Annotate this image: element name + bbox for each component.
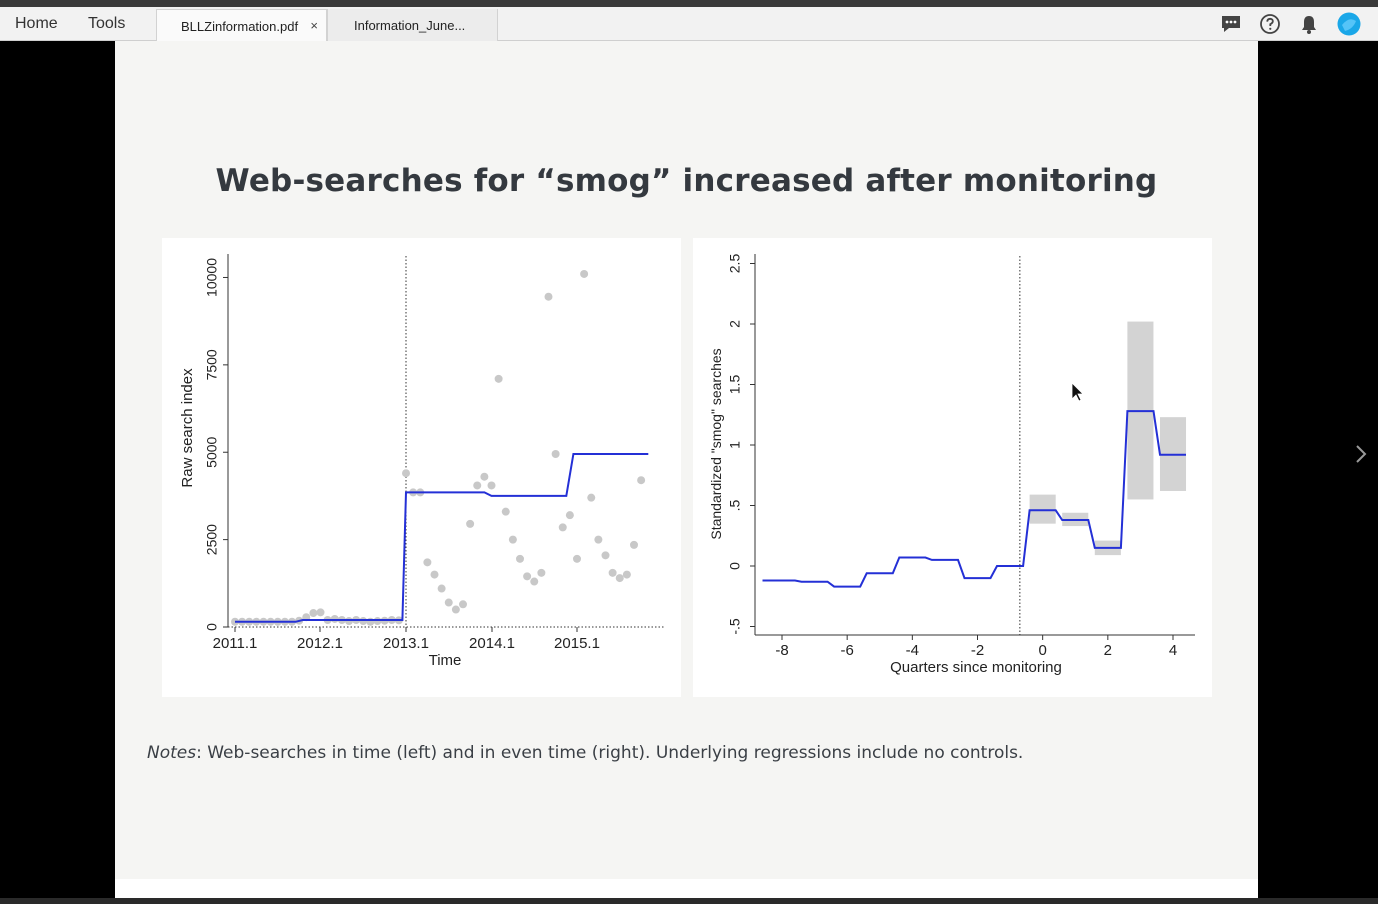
y-tick-label: 2500 <box>204 524 220 555</box>
scatter-point <box>366 617 375 626</box>
scatter-point <box>601 551 610 560</box>
account-avatar-icon[interactable] <box>1337 12 1361 36</box>
scatter-point <box>594 535 603 544</box>
window-bottom-strip <box>0 898 1378 904</box>
scatter-point <box>480 472 489 481</box>
mouse-cursor-icon <box>1071 382 1084 402</box>
scatter-point <box>444 598 453 607</box>
scatter-point <box>587 493 596 502</box>
scatter-point <box>466 519 475 528</box>
scatter-point <box>530 577 539 586</box>
y-tick-label: 10000 <box>204 258 220 297</box>
scatter-point <box>637 476 646 485</box>
y-tick-label: 1.5 <box>727 375 743 395</box>
x-tick-label: -4 <box>906 642 919 659</box>
scatter-point <box>608 568 617 577</box>
scatter-point <box>622 570 631 579</box>
chart-right: -.5 0 .5 1 1.5 2 2.5 -8 -6 -4 -2 0 2 4 Quarters since … <box>708 254 1195 676</box>
y-tick-label: 5000 <box>204 436 220 467</box>
x-tick-label: -2 <box>971 642 984 659</box>
scatter-point <box>459 600 467 609</box>
y-axis-label: Standardized "smog" searches <box>708 348 724 539</box>
y-tick-label: -.5 <box>727 618 743 635</box>
tab-label: Information_June... <box>354 18 466 33</box>
scatter-point <box>487 481 496 490</box>
scatter-point <box>565 511 574 520</box>
x-tick-label: 2012.1 <box>297 635 343 652</box>
nav-home[interactable]: Home <box>15 15 58 32</box>
scatter-point <box>558 523 567 532</box>
scatter-point <box>423 558 432 567</box>
scatter-point <box>345 617 353 626</box>
nav-tools[interactable]: Tools <box>88 15 126 32</box>
x-tick-label: -6 <box>840 642 853 659</box>
y-tick-label: .5 <box>727 499 743 511</box>
comment-icon[interactable] <box>1220 13 1242 35</box>
scatter-point <box>373 617 382 626</box>
y-tick-label: 0 <box>204 623 220 631</box>
scatter-point <box>402 469 410 478</box>
x-axis-label: Quarters since monitoring <box>890 659 1062 676</box>
y-tick-label: 2.5 <box>727 254 743 274</box>
notes-text: : Web-searches in time (left) and in eve… <box>196 743 1024 763</box>
scatter-point <box>494 374 503 383</box>
slide-notes: Notes: Web-searches in time (left) and i… <box>147 743 1023 763</box>
y-axis-label: Raw search index <box>179 368 196 488</box>
help-icon[interactable] <box>1259 13 1281 35</box>
x-axis-label: Time <box>429 652 462 669</box>
tab-information-june[interactable]: Information_June... <box>327 9 498 41</box>
scatter-point <box>430 570 439 579</box>
scatter-point <box>309 609 318 618</box>
scatter-point <box>501 507 510 516</box>
scatter-point <box>537 568 546 577</box>
fitted-line <box>235 453 649 623</box>
x-tick-label: 2014.1 <box>469 635 515 652</box>
scatter-point <box>615 574 624 583</box>
estimate-step-line <box>762 410 1186 588</box>
scatter-point <box>359 617 368 626</box>
tab-label: BLLZinformation.pdf <box>181 19 299 34</box>
slide-title: Web-searches for “smog” increased after … <box>215 163 1158 199</box>
y-tick-label: 2 <box>727 320 743 328</box>
chart-left-panel: 0 2500 5000 7500 10000 2011.1 2012.1 2013.1 2014… <box>162 238 681 697</box>
page-bottom-edge <box>115 879 1258 898</box>
app-toolbar: Home Tools BLLZinformation.pdf × Informa… <box>0 7 1378 41</box>
scatter-point <box>508 535 517 544</box>
tab-close-icon[interactable]: × <box>310 18 318 33</box>
y-tick-label: 7500 <box>204 349 220 380</box>
scatter-point <box>544 292 553 301</box>
x-tick-label: 2013.1 <box>383 635 429 652</box>
scatter-point <box>473 481 482 490</box>
window-top-strip <box>0 0 1378 7</box>
notes-label: Notes <box>147 743 197 763</box>
scatter-point <box>523 572 532 581</box>
chart-right-panel: -.5 0 .5 1 1.5 2 2.5 -8 -6 -4 -2 0 2 4 Quarters since … <box>693 238 1212 697</box>
x-tick-label: 0 <box>1038 642 1046 659</box>
x-tick-label: -8 <box>775 642 788 659</box>
bell-icon[interactable] <box>1298 13 1320 35</box>
scatter-point <box>573 554 581 563</box>
scatter-point <box>580 269 589 278</box>
y-tick-label: 0 <box>727 562 743 570</box>
scatter-point <box>451 605 460 614</box>
confidence-band <box>1029 494 1056 524</box>
x-tick-label: 4 <box>1169 642 1177 659</box>
x-tick-label: 2011.1 <box>213 635 258 652</box>
scatter-point <box>437 584 446 593</box>
tab-bllzinformation[interactable]: BLLZinformation.pdf × <box>156 9 327 41</box>
x-tick-label: 2015.1 <box>554 635 600 652</box>
scatter-point <box>330 614 339 623</box>
next-page-chevron-icon[interactable] <box>1350 440 1372 468</box>
y-tick-label: 1 <box>727 441 743 449</box>
chart-left: 0 2500 5000 7500 10000 2011.1 2012.1 2013.1 2014… <box>179 254 665 669</box>
scatter-point <box>630 540 638 549</box>
scatter-point <box>316 608 325 617</box>
scatter-point <box>516 554 524 563</box>
scatter-point <box>551 449 560 458</box>
x-tick-label: 2 <box>1104 642 1112 659</box>
pdf-page: Web-searches for “smog” increased after … <box>115 41 1258 879</box>
